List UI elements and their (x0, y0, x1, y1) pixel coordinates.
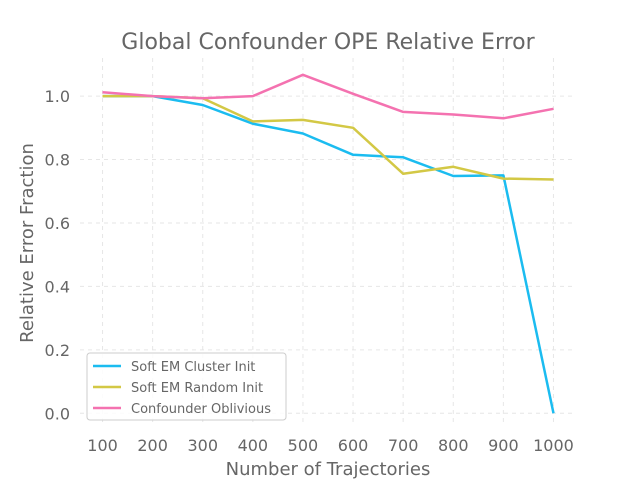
y-tick-label: 0.4 (45, 277, 70, 296)
x-tick-label: 500 (288, 436, 319, 455)
legend: Soft EM Cluster Init Soft EM Random Init C… (86, 352, 287, 421)
y-tick-label: 0.0 (45, 404, 70, 423)
chart-title: Global Confounder OPE Relative Error (121, 30, 535, 55)
legend-label: Soft EM Cluster Init (131, 360, 255, 375)
y-axis-ticks: 0.0 0.2 0.4 0.6 0.8 1.0 (45, 87, 70, 423)
series-lines (102, 73, 555, 414)
y-axis-label: Relative Error Fraction (17, 143, 38, 343)
series-line (102, 94, 555, 414)
x-tick-label: 700 (388, 436, 419, 455)
x-tick-label: 300 (187, 436, 218, 455)
x-tick-label: 200 (137, 436, 168, 455)
y-tick-label: 0.2 (45, 341, 70, 360)
legend-box (86, 352, 287, 421)
x-axis-label: Number of Trajectories (226, 459, 431, 480)
series-line (102, 94, 554, 181)
x-tick-label: 800 (438, 436, 469, 455)
legend-label: Confounder Oblivious (131, 402, 271, 417)
y-tick-label: 0.8 (45, 151, 70, 170)
x-tick-label: 100 (87, 436, 118, 455)
y-tick-label: 1.0 (45, 87, 70, 106)
series-line (102, 73, 554, 120)
legend-label: Soft EM Random Init (131, 381, 263, 396)
x-tick-label: 900 (488, 436, 519, 455)
x-tick-label: 1000 (533, 436, 574, 455)
x-tick-label: 600 (338, 436, 369, 455)
x-tick-label: 400 (238, 436, 269, 455)
y-tick-label: 0.6 (45, 214, 70, 233)
x-axis-ticks: 100 200 300 400 500 600 700 800 900 1000 (87, 436, 574, 455)
